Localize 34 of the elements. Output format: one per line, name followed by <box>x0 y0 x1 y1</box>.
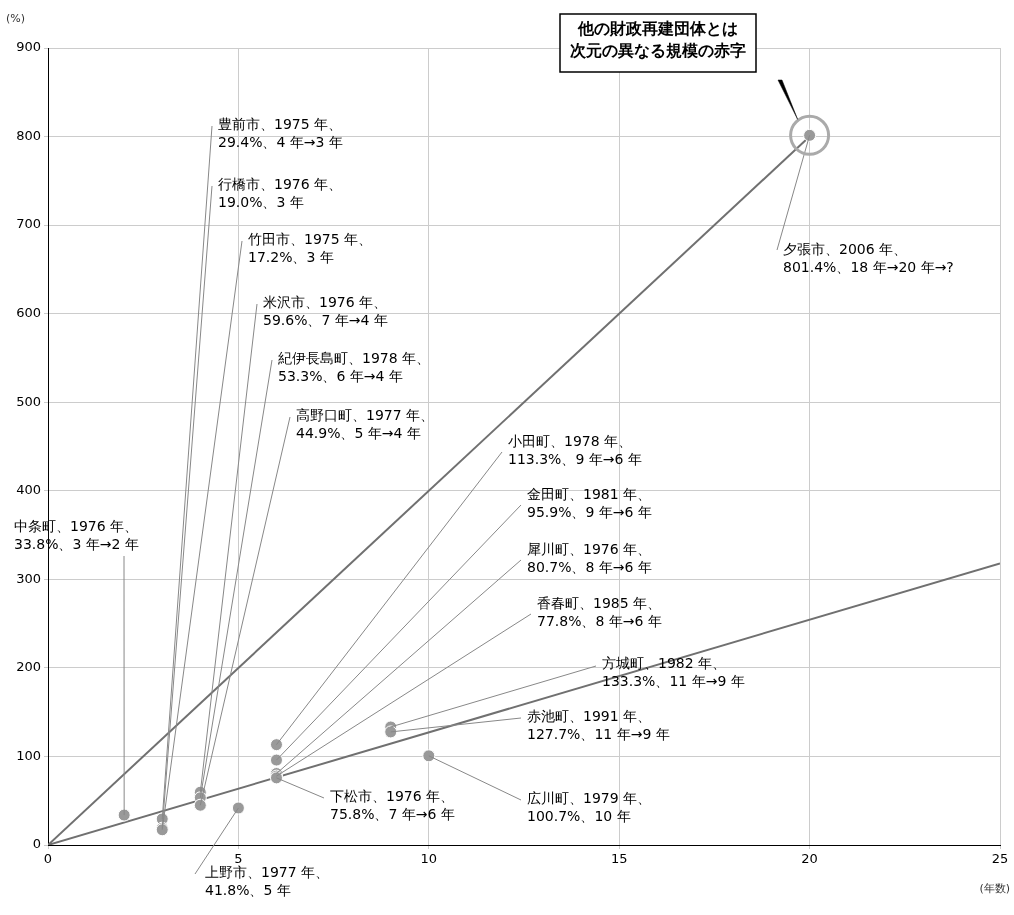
y-tick-label: 900 <box>16 39 41 55</box>
y-tick-label: 0 <box>32 836 41 852</box>
annotation: 行橋市、1976 年、 19.0%、3 年 <box>218 175 343 210</box>
x-tick-label: 0 <box>43 851 53 867</box>
x-tick-label: 25 <box>991 851 1009 867</box>
annotation: 他の財政再建団体とは次元の異なる規模の赤字 <box>570 19 746 61</box>
annotation: 豊前市、1975 年、 29.4%、4 年→3 年 <box>218 115 343 150</box>
x-axis-title: (年数) <box>979 882 1010 896</box>
y-tick-label: 300 <box>16 570 41 586</box>
annotation: 下松市、1976 年、 75.8%、7 年→6 年 <box>330 787 455 822</box>
annotation: 小田町、1978 年、 113.3%、9 年→6 年 <box>508 432 642 467</box>
x-tick-label: 15 <box>610 851 628 867</box>
y-tick-label: 500 <box>16 393 41 409</box>
y-tick-label: 100 <box>16 747 41 763</box>
annotation: 金田町、1981 年、 95.9%、9 年→6 年 <box>527 485 652 520</box>
y-axis-title: (%) <box>6 12 26 26</box>
y-tick-label: 700 <box>16 216 41 232</box>
x-tick-label: 10 <box>420 851 438 867</box>
annotation: 上野市、1977 年、 41.8%、5 年 <box>205 863 330 898</box>
annotation: 米沢市、1976 年、 59.6%、7 年→4 年 <box>263 293 388 328</box>
x-tick-label: 20 <box>801 851 818 867</box>
annotation: 高野口町、1977 年、 44.9%、5 年→4 年 <box>296 406 435 441</box>
y-tick-label: 400 <box>16 482 41 498</box>
annotation: 犀川町、1976 年、 80.7%、8 年→6 年 <box>527 540 652 575</box>
annotation: 方城町、1982 年、 133.3%、11 年→9 年 <box>602 654 745 689</box>
annotation: 竹田市、1975 年、 17.2%、3 年 <box>248 230 373 265</box>
annotation: 香春町、1985 年、 77.8%、8 年→6 年 <box>537 594 662 629</box>
annotation: 紀伊長島町、1978 年、 53.3%、6 年→4 年 <box>278 349 431 384</box>
y-tick-label: 600 <box>16 305 41 321</box>
y-tick-label: 200 <box>16 659 41 675</box>
annotation: 広川町、1979 年、 100.7%、10 年 <box>527 789 652 824</box>
y-tick-label: 800 <box>16 127 41 143</box>
annotation: 赤池町、1991 年、 127.7%、11 年→9 年 <box>527 707 670 742</box>
annotation: 夕張市、2006 年、 801.4%、18 年→20 年→? <box>783 240 954 275</box>
